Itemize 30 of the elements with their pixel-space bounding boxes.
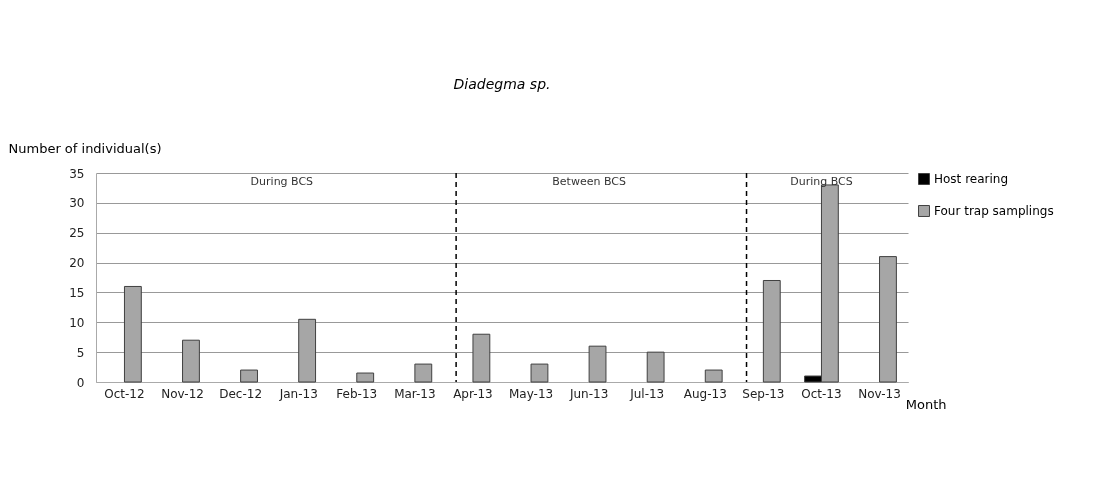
- x-tick-label: Feb-13: [336, 386, 378, 401]
- x-axis-title: Month: [905, 396, 947, 412]
- y-tick-label: 25: [69, 226, 85, 241]
- x-tick-label: Apr-13: [453, 386, 493, 401]
- x-tick-label: Aug-13: [683, 386, 727, 401]
- x-tick-label: Nov-12: [161, 386, 204, 401]
- y-tick-label: 35: [69, 166, 85, 181]
- legend-label: Four trap samplings: [934, 204, 1054, 218]
- y-tick-label: 20: [69, 256, 85, 271]
- y-tick-label: 30: [69, 196, 85, 211]
- x-tick-label: Jan-13: [278, 386, 318, 401]
- y-axis-title: Number of individual(s): [8, 140, 162, 156]
- x-tick-label: Dec-12: [219, 386, 263, 401]
- x-tick-label: May-13: [508, 386, 554, 401]
- y-tick-label: 5: [76, 345, 85, 360]
- y-tick-label: 10: [69, 315, 85, 330]
- chart-title: Diadegma sp.: [453, 76, 551, 92]
- legend-label: Host rearing: [934, 172, 1009, 186]
- annotation: Between BCS: [552, 175, 626, 188]
- x-tick-label: Oct-13: [801, 386, 842, 401]
- annotation: During BCS: [790, 175, 853, 188]
- x-tick-label: Sep-13: [742, 386, 785, 401]
- x-tick-label: Jun-13: [568, 386, 609, 401]
- y-tick-label: 15: [69, 285, 85, 300]
- x-tick-label: Nov-13: [858, 386, 901, 401]
- annotation: During BCS: [250, 175, 314, 188]
- x-tick-label: Mar-13: [394, 386, 436, 401]
- y-tick-label: 0: [76, 375, 85, 390]
- x-tick-label: Oct-12: [104, 386, 145, 401]
- x-tick-label: Jul-13: [629, 386, 665, 401]
